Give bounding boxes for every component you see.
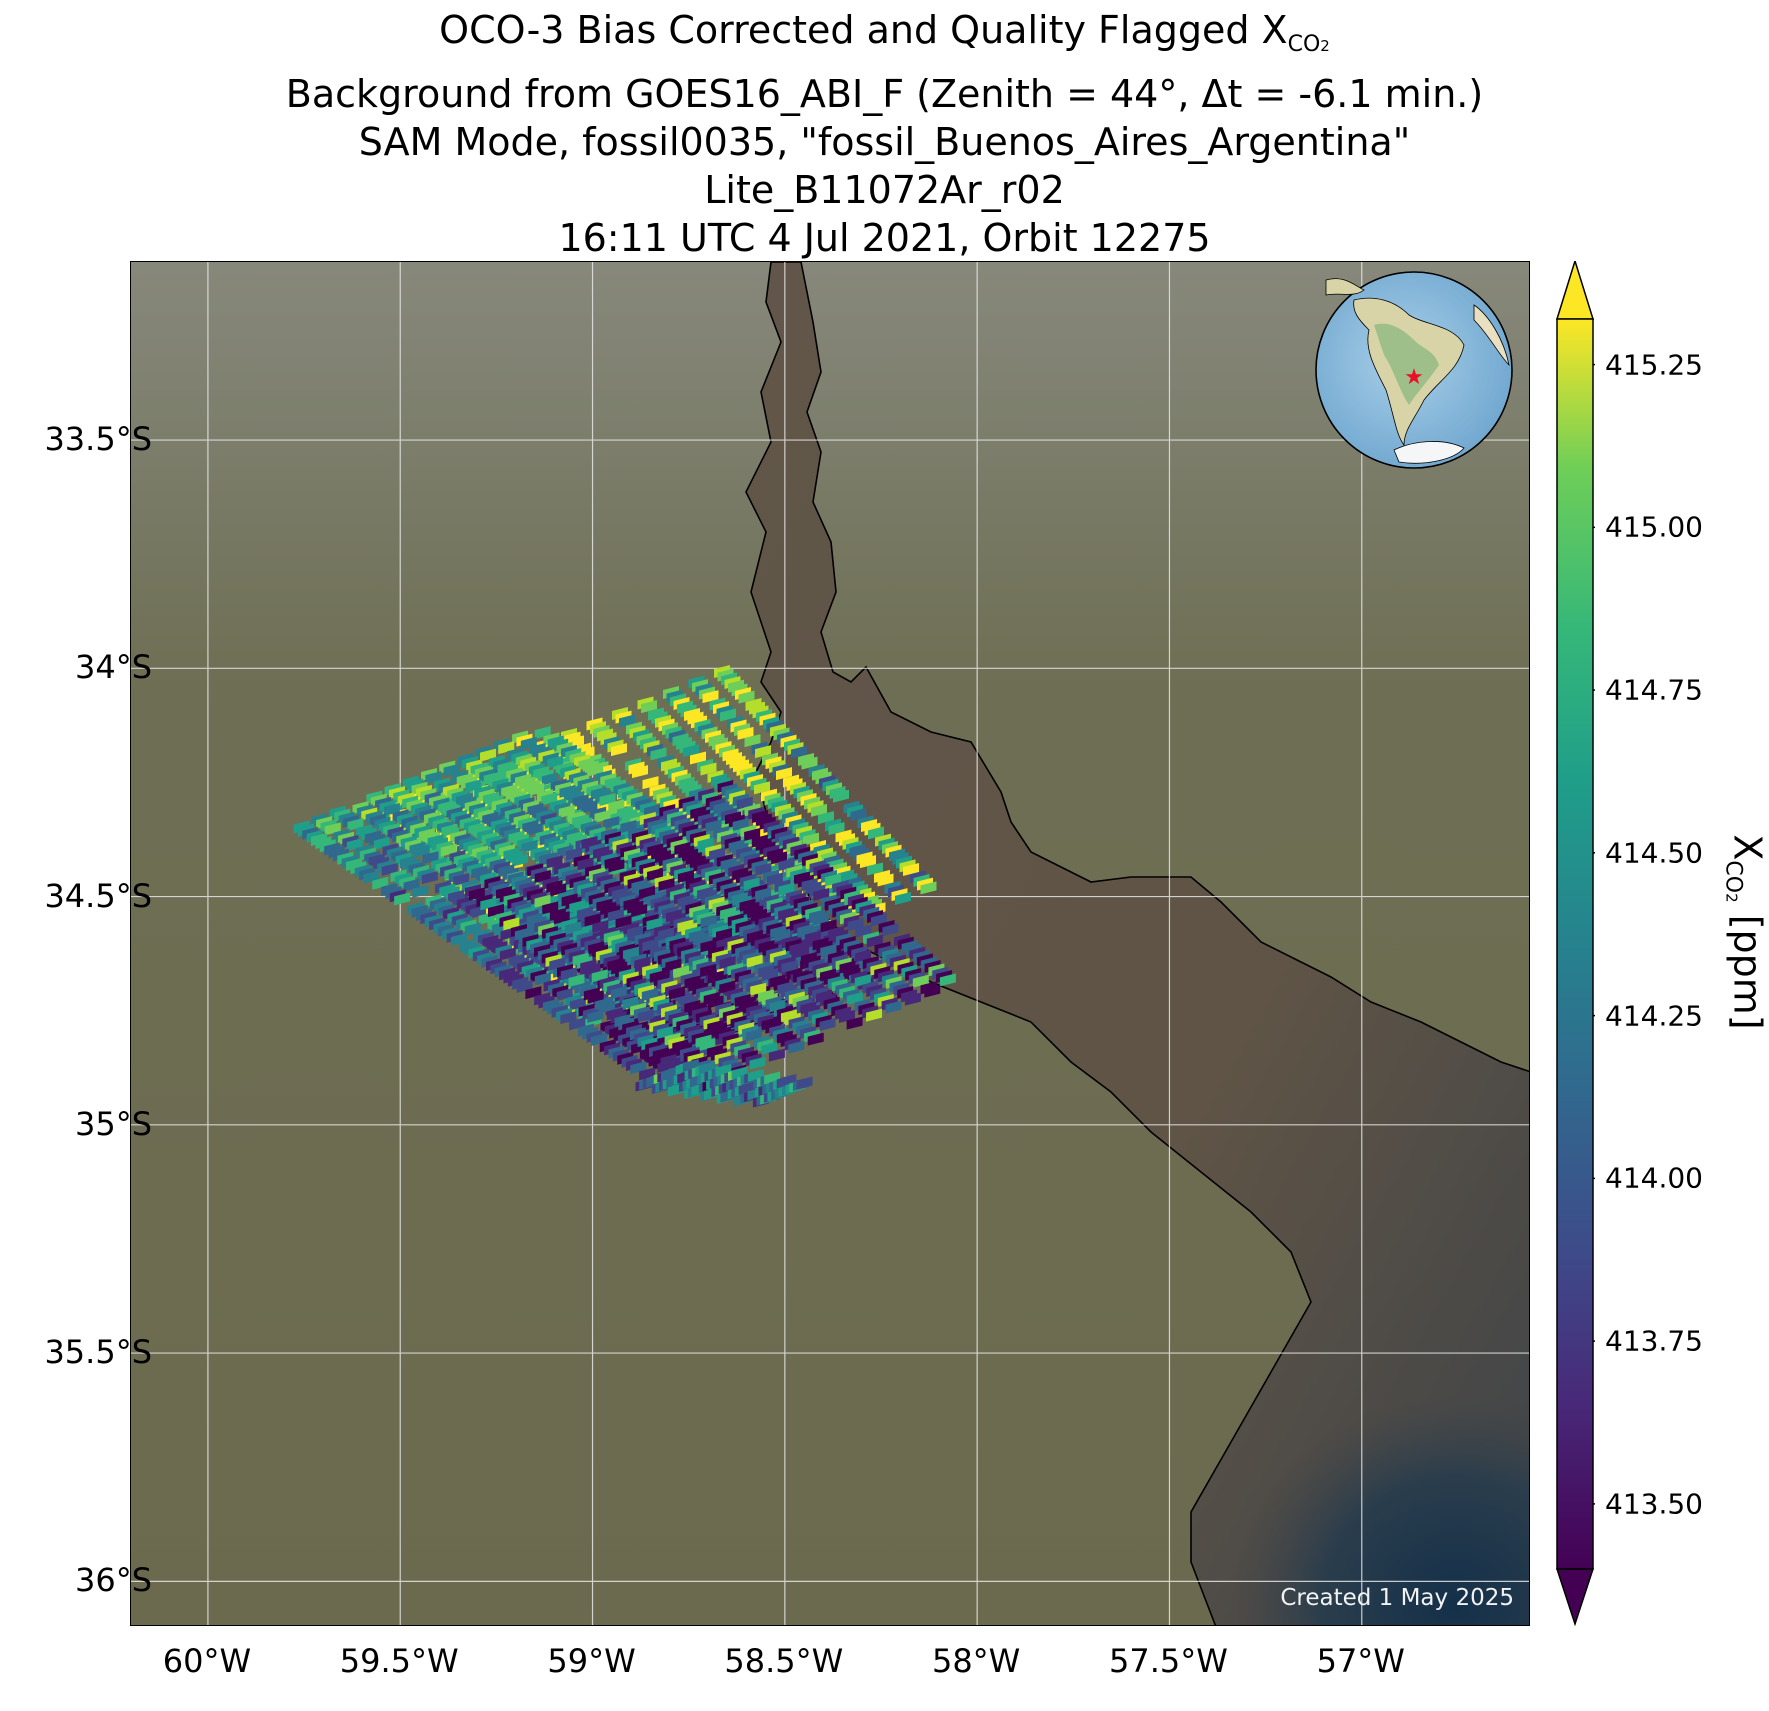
- colorbar: [1555, 261, 1595, 1626]
- xco2-soundings: [293, 665, 956, 1108]
- sounding-footprint: [568, 974, 585, 987]
- sounding-footprint: [755, 745, 771, 759]
- sounding-footprint: [850, 808, 867, 821]
- sounding-footprint: [868, 826, 884, 840]
- sounding-footprint: [866, 1008, 883, 1022]
- longitude-tick-label: 57°W: [1316, 1642, 1405, 1680]
- longitude-tick-label: 59.5°W: [339, 1642, 459, 1680]
- sounding-footprint: [744, 734, 761, 748]
- sounding-footprint: [610, 986, 627, 999]
- latitude-tick-label: 35.5°S: [44, 1333, 152, 1372]
- title-line-3: SAM Mode, fossil0035, "fossil_Buenos_Air…: [358, 120, 1411, 164]
- sounding-footprint: [642, 776, 659, 790]
- sounding-footprint: [738, 690, 755, 704]
- created-date-label: Created 1 May 2025: [1280, 1585, 1514, 1611]
- sounding-footprint: [903, 863, 919, 876]
- sounding-footprint: [749, 1056, 766, 1070]
- title-line-5: 16:11 UTC 4 Jul 2021, Orbit 12275: [558, 216, 1211, 260]
- sounding-footprint: [833, 789, 849, 803]
- latitude-tick-label: 33.5°S: [44, 420, 152, 459]
- sounding-footprint: [631, 904, 648, 917]
- sounding-footprint: [877, 873, 894, 887]
- sounding-footprint: [803, 832, 819, 846]
- colorbar-tick-label: 414.75: [1605, 673, 1703, 707]
- sounding-footprint: [702, 690, 719, 704]
- location-marker-icon: ★: [1404, 365, 1424, 390]
- sounding-footprint: [668, 986, 685, 1000]
- sounding-footprint: [895, 891, 911, 905]
- sounding-footprint: [754, 781, 770, 795]
- sounding-footprint: [801, 756, 818, 770]
- sounding-footprint: [807, 1032, 824, 1046]
- sounding-footprint: [512, 853, 529, 867]
- sounding-footprint: [846, 1016, 863, 1030]
- cloud-haze: [131, 262, 1529, 682]
- sounding-footprint: [811, 803, 827, 817]
- figure-title: OCO-3 Bias Corrected and Quality Flagged…: [0, 6, 1769, 262]
- latitude-tick-label: 34.5°S: [44, 876, 152, 915]
- colorbar-tick-label: 415.25: [1605, 348, 1703, 382]
- sounding-footprint: [819, 1018, 836, 1031]
- sounding-footprint: [737, 726, 754, 740]
- sounding-footprint: [791, 745, 807, 759]
- longitude-tick-label: 60°W: [162, 1642, 252, 1680]
- sounding-footprint: [608, 859, 625, 873]
- sounding-footprint: [650, 747, 667, 761]
- colorbar-tick-label: 413.50: [1605, 1487, 1703, 1521]
- sounding-footprint: [700, 762, 717, 776]
- longitude-tick-label: 57.5°W: [1109, 1642, 1228, 1680]
- sounding-footprint: [690, 751, 706, 765]
- colorbar-label: XCO2 [ppm]: [1720, 834, 1769, 1030]
- sounding-footprint: [788, 1040, 805, 1054]
- sounding-footprint: [924, 984, 941, 998]
- sounding-footprint: [776, 767, 792, 781]
- sounding-footprint: [781, 960, 798, 973]
- sounding-footprint: [882, 923, 899, 937]
- globe-icon: ★: [1315, 271, 1513, 469]
- colorbar-tick-label: 414.50: [1605, 836, 1703, 870]
- colorbar-tick-label: 413.75: [1605, 1324, 1703, 1358]
- sounding-footprint: [683, 744, 699, 758]
- graticule: [131, 262, 1529, 1625]
- sounding-footprint: [421, 871, 438, 885]
- longitude-tick-label: 58.5°W: [724, 1642, 844, 1680]
- sounding-footprint: [641, 700, 657, 714]
- sounding-footprint: [904, 992, 921, 1006]
- sounding-footprint: [619, 714, 635, 728]
- latitude-tick-label: 36°S: [74, 1561, 152, 1600]
- colorbar-tick-label: 414.25: [1605, 999, 1703, 1033]
- sounding-footprint: [939, 973, 956, 987]
- sounding-footprint: [796, 1076, 813, 1090]
- map-canvas: [131, 262, 1529, 1625]
- deep-ocean: [1031, 1162, 1529, 1625]
- title-line-4: Lite_B11072Ar_r02: [704, 168, 1065, 212]
- colorbar-tick-label: 415.00: [1605, 510, 1703, 544]
- sounding-footprint: [920, 881, 937, 895]
- title-line-2: Background from GOES16_ABI_F (Zenith = 4…: [285, 72, 1484, 116]
- sounding-footprint: [611, 743, 627, 757]
- sounding-footprint: [818, 811, 834, 825]
- sounding-footprint: [768, 1048, 785, 1062]
- satellite-map: ★ Created 1 May 2025: [130, 261, 1530, 1626]
- sounding-footprint: [867, 862, 883, 876]
- sounding-footprint: [394, 892, 411, 906]
- latitude-tick-label: 35°S: [74, 1104, 152, 1143]
- sounding-footprint: [412, 884, 429, 898]
- sounding-footprint: [885, 1000, 902, 1014]
- title-line-1: OCO-3 Bias Corrected and Quality Flagged…: [439, 8, 1330, 57]
- sounding-footprint: [632, 765, 648, 779]
- longitude-tick-label: 58°W: [931, 1642, 1021, 1680]
- sounding-footprint: [828, 822, 845, 836]
- sounding-footprint: [720, 708, 736, 722]
- latitude-tick-label: 34°S: [74, 648, 152, 687]
- longitude-tick-label: 59°W: [547, 1642, 636, 1680]
- sounding-footprint: [860, 855, 876, 869]
- colorbar-tick-label: 414.00: [1605, 1161, 1703, 1195]
- sounding-footprint: [637, 1009, 654, 1023]
